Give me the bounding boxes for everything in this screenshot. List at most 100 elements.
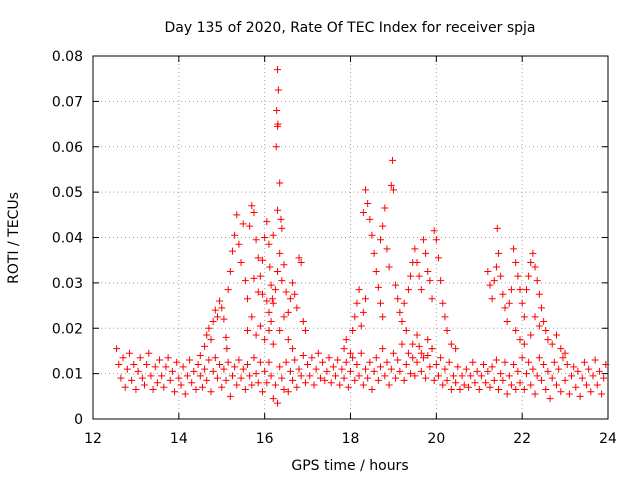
data-point [600, 374, 608, 382]
data-point [136, 354, 144, 362]
data-point [147, 372, 155, 380]
x-tick-label: 16 [256, 431, 274, 447]
data-point [160, 383, 168, 391]
data-point [520, 386, 528, 394]
data-point [342, 358, 350, 366]
data-point [572, 383, 580, 391]
data-point [546, 395, 554, 403]
data-point [366, 358, 374, 366]
data-point [430, 376, 438, 384]
data-point [522, 286, 530, 294]
y-tick-label: 0.06 [52, 140, 83, 156]
data-point [357, 349, 365, 357]
data-point [233, 211, 241, 219]
data-point [462, 365, 470, 373]
data-point [424, 268, 432, 276]
data-point [441, 365, 449, 373]
data-point [123, 365, 131, 373]
data-point [151, 363, 159, 371]
data-point [218, 383, 226, 391]
data-points [113, 66, 610, 407]
data-point [540, 361, 548, 369]
data-point [280, 386, 288, 394]
data-point [439, 381, 447, 389]
data-point [595, 367, 603, 375]
data-point [211, 354, 219, 362]
data-point [301, 327, 309, 335]
data-point [452, 345, 460, 353]
data-point [374, 283, 382, 291]
data-point [179, 363, 187, 371]
data-point [216, 297, 224, 305]
data-point [237, 258, 245, 266]
data-point [499, 290, 507, 298]
data-point [359, 308, 367, 316]
y-tick-label: 0.05 [52, 185, 83, 201]
data-point [454, 363, 462, 371]
data-point [480, 361, 488, 369]
data-point [231, 231, 239, 239]
data-point [134, 367, 142, 375]
data-point [329, 363, 337, 371]
data-point [158, 372, 166, 380]
data-point [591, 356, 599, 364]
data-point [289, 345, 297, 353]
data-point [413, 331, 421, 339]
data-point [537, 304, 545, 312]
data-point [527, 258, 535, 266]
data-point [237, 374, 245, 382]
x-axis-label: GPS time / hours [291, 458, 408, 474]
data-point [250, 354, 258, 362]
data-point [194, 361, 202, 369]
y-tick-label: 0.01 [52, 367, 83, 383]
data-point [495, 249, 503, 257]
data-point [248, 202, 256, 210]
data-point [213, 374, 221, 382]
data-point [252, 370, 260, 378]
data-point [417, 349, 425, 357]
chart-title: Day 135 of 2020, Rate Of TEC Index for r… [164, 20, 535, 36]
data-point [368, 386, 376, 394]
data-point [274, 86, 282, 94]
data-point [276, 363, 284, 371]
data-point [510, 361, 518, 369]
data-point [520, 313, 528, 321]
data-point [559, 354, 567, 362]
data-point [319, 358, 327, 366]
y-tick-label: 0 [74, 412, 83, 428]
data-point [261, 336, 269, 344]
data-point [192, 386, 200, 394]
data-point [402, 361, 410, 369]
data-point [226, 268, 234, 276]
data-point [535, 354, 543, 362]
data-point [424, 351, 432, 359]
data-point [377, 236, 385, 244]
data-point [387, 365, 395, 373]
data-point [113, 345, 121, 353]
data-point [364, 199, 372, 207]
data-point [529, 365, 537, 373]
data-point [239, 365, 247, 373]
data-point [316, 374, 324, 382]
data-point [364, 374, 372, 382]
data-point [235, 240, 243, 248]
data-point [138, 374, 146, 382]
data-point [404, 286, 412, 294]
data-point [278, 277, 286, 285]
data-point [398, 340, 406, 348]
data-point [426, 277, 434, 285]
data-point [512, 386, 520, 394]
data-point [301, 379, 309, 387]
data-point [125, 349, 133, 357]
data-point [441, 313, 449, 321]
data-point [535, 322, 543, 330]
data-point [477, 372, 485, 380]
data-point [392, 374, 400, 382]
data-point [417, 286, 425, 294]
data-point [248, 381, 256, 389]
data-point [175, 374, 183, 382]
data-point [370, 249, 378, 257]
data-point [156, 356, 164, 364]
data-point [353, 299, 361, 307]
